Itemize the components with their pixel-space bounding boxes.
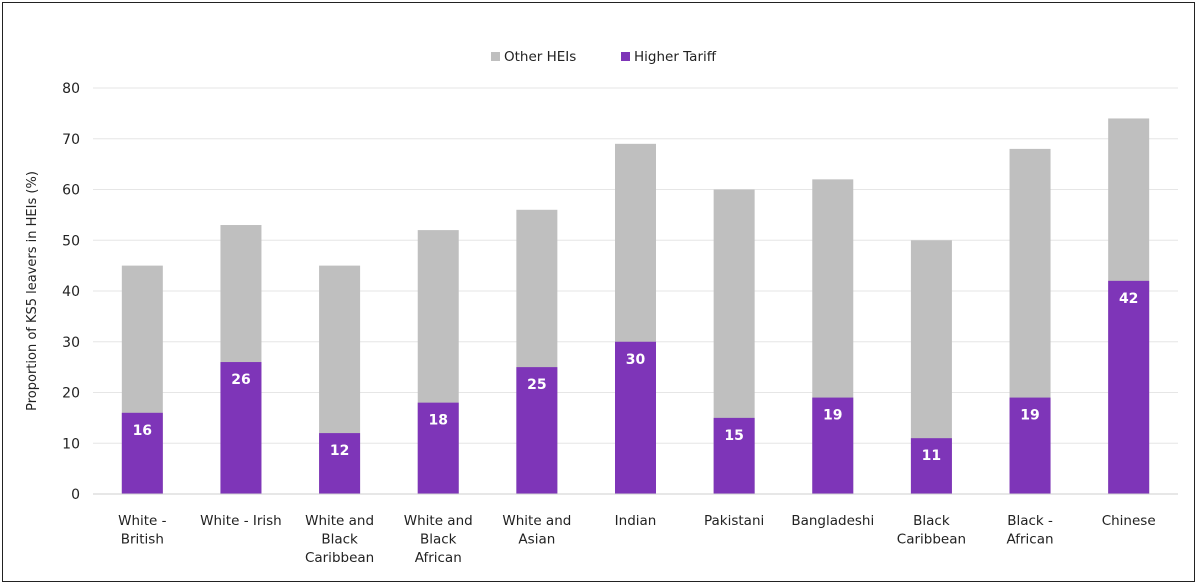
- bar-higher-tariff: [319, 433, 361, 494]
- y-tick-label: 80: [62, 81, 80, 97]
- x-category-label: Chinese: [1102, 513, 1156, 529]
- y-axis-ticks: 0 10 20 30 40 50 60 70 80: [62, 81, 80, 503]
- y-axis-title: Proportion of KS5 leavers in HEIs (%): [25, 171, 40, 411]
- data-label-higher-tariff: 18: [428, 413, 447, 429]
- bar-higher-tariff: [713, 417, 755, 494]
- x-category-label: Pakistani: [704, 513, 764, 529]
- x-category-label: Black: [321, 532, 358, 548]
- bar-higher-tariff: [121, 412, 163, 494]
- legend-swatch: [491, 52, 500, 61]
- bars: [121, 118, 1150, 495]
- x-category-label: Indian: [615, 513, 657, 529]
- x-category-label: White and: [404, 513, 473, 529]
- bar-higher-tariff: [812, 397, 854, 494]
- x-category-label: White and: [502, 513, 571, 529]
- bar-higher-tariff: [910, 438, 952, 494]
- y-tick-label: 30: [62, 335, 80, 351]
- data-label-higher-tariff: 19: [823, 408, 842, 424]
- x-category-label: British: [121, 532, 164, 548]
- bar-chart: 0 10 20 30 40 50 60 70 80 16 26 12 18 25 30 15 19 11 19 42…: [25, 49, 1178, 566]
- y-tick-label: 50: [62, 233, 80, 249]
- x-category-label: African: [415, 550, 462, 566]
- data-label-higher-tariff: 25: [527, 377, 546, 393]
- x-category-label: White - Irish: [200, 513, 282, 529]
- x-category-label: Black: [420, 532, 457, 548]
- data-label-higher-tariff: 16: [133, 423, 152, 439]
- y-tick-label: 70: [62, 132, 80, 148]
- data-label-higher-tariff: 26: [231, 372, 250, 388]
- x-category-label: White -: [118, 513, 167, 529]
- data-label-higher-tariff: 42: [1119, 291, 1138, 307]
- x-axis-labels: White - British White - Irish White and Blac…: [118, 513, 1156, 566]
- data-labels: 16 26 12 18 25 30 15 19 11 19 42: [133, 291, 1139, 464]
- bar-higher-tariff: [516, 367, 558, 494]
- data-label-higher-tariff: 15: [724, 428, 743, 444]
- x-category-label: Caribbean: [305, 550, 374, 566]
- y-tick-label: 0: [71, 487, 80, 503]
- x-category-label: Black: [913, 513, 950, 529]
- bar-higher-tariff: [1009, 397, 1051, 494]
- bar-higher-tariff: [220, 362, 262, 494]
- data-label-higher-tariff: 12: [330, 443, 349, 459]
- x-category-label: Black -: [1007, 513, 1053, 529]
- y-tick-label: 60: [62, 183, 80, 199]
- legend-swatch: [621, 52, 630, 61]
- legend: Other HEIs Higher Tariff: [491, 49, 717, 65]
- data-label-higher-tariff: 30: [626, 352, 646, 368]
- y-tick-label: 20: [62, 386, 80, 402]
- bar-higher-tariff: [615, 341, 656, 494]
- x-category-label: White and: [305, 513, 374, 529]
- bar-higher-tariff: [1108, 280, 1150, 494]
- bar-higher-tariff: [417, 402, 459, 494]
- legend-label: Higher Tariff: [634, 49, 717, 65]
- x-category-label: Caribbean: [897, 532, 966, 548]
- x-category-label: Asian: [518, 532, 555, 548]
- y-tick-label: 10: [62, 436, 80, 452]
- y-tick-label: 40: [62, 284, 80, 300]
- data-label-higher-tariff: 19: [1020, 408, 1039, 424]
- data-label-higher-tariff: 11: [922, 448, 941, 464]
- legend-label: Other HEIs: [504, 49, 576, 65]
- x-category-label: African: [1007, 532, 1054, 548]
- x-category-label: Bangladeshi: [791, 513, 874, 529]
